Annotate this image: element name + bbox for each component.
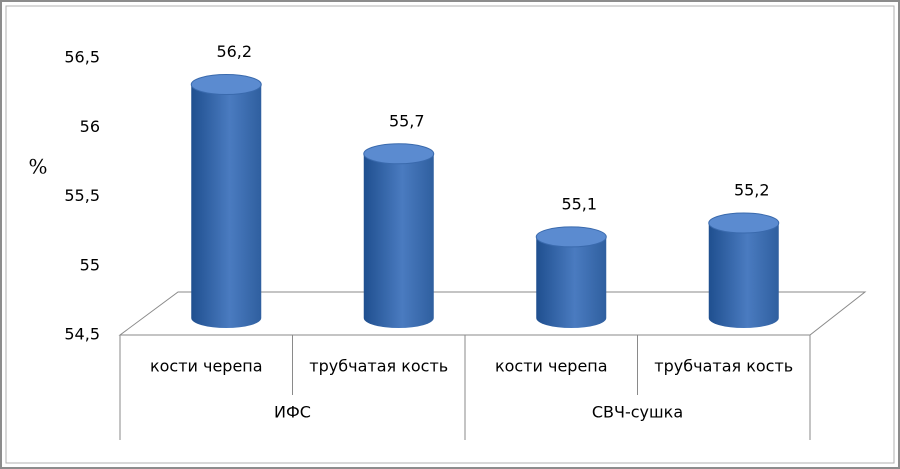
cylinder-top bbox=[363, 143, 435, 165]
value-label: 56,2 bbox=[216, 42, 252, 61]
group-label: ИФС bbox=[274, 403, 311, 422]
y-tick-label: 56 bbox=[80, 117, 100, 136]
group-label: СВЧ-сушка bbox=[592, 403, 683, 422]
cylinder-top bbox=[190, 74, 262, 96]
cylinder-top bbox=[535, 226, 607, 248]
floor bbox=[118, 291, 867, 336]
cylinder-body bbox=[536, 236, 607, 329]
y-tick-label: 54,5 bbox=[64, 325, 100, 344]
value-label: 55,1 bbox=[561, 194, 597, 213]
y-tick-label: 55,5 bbox=[64, 186, 100, 205]
y-tick-label: 55 bbox=[80, 255, 100, 274]
y-tick-label: 56,5 bbox=[64, 48, 100, 67]
y-axis-label: % bbox=[28, 155, 47, 179]
cylinder-body bbox=[708, 223, 779, 329]
value-label: 55,7 bbox=[389, 111, 425, 130]
x-tick-label: кости черепа bbox=[495, 357, 608, 376]
value-label: 55,2 bbox=[734, 181, 770, 200]
bar bbox=[363, 143, 435, 329]
cylinder-body bbox=[363, 153, 434, 329]
x-tick-label: трубчатая кость bbox=[654, 357, 793, 376]
bar bbox=[190, 74, 262, 329]
inner-frame bbox=[5, 5, 895, 464]
bar bbox=[708, 212, 780, 329]
x-tick-label: трубчатая кость bbox=[309, 357, 448, 376]
x-tick-label: кости черепа bbox=[150, 357, 263, 376]
bar bbox=[535, 226, 607, 329]
cylinder-top bbox=[708, 212, 780, 234]
cylinder-body bbox=[191, 84, 262, 329]
